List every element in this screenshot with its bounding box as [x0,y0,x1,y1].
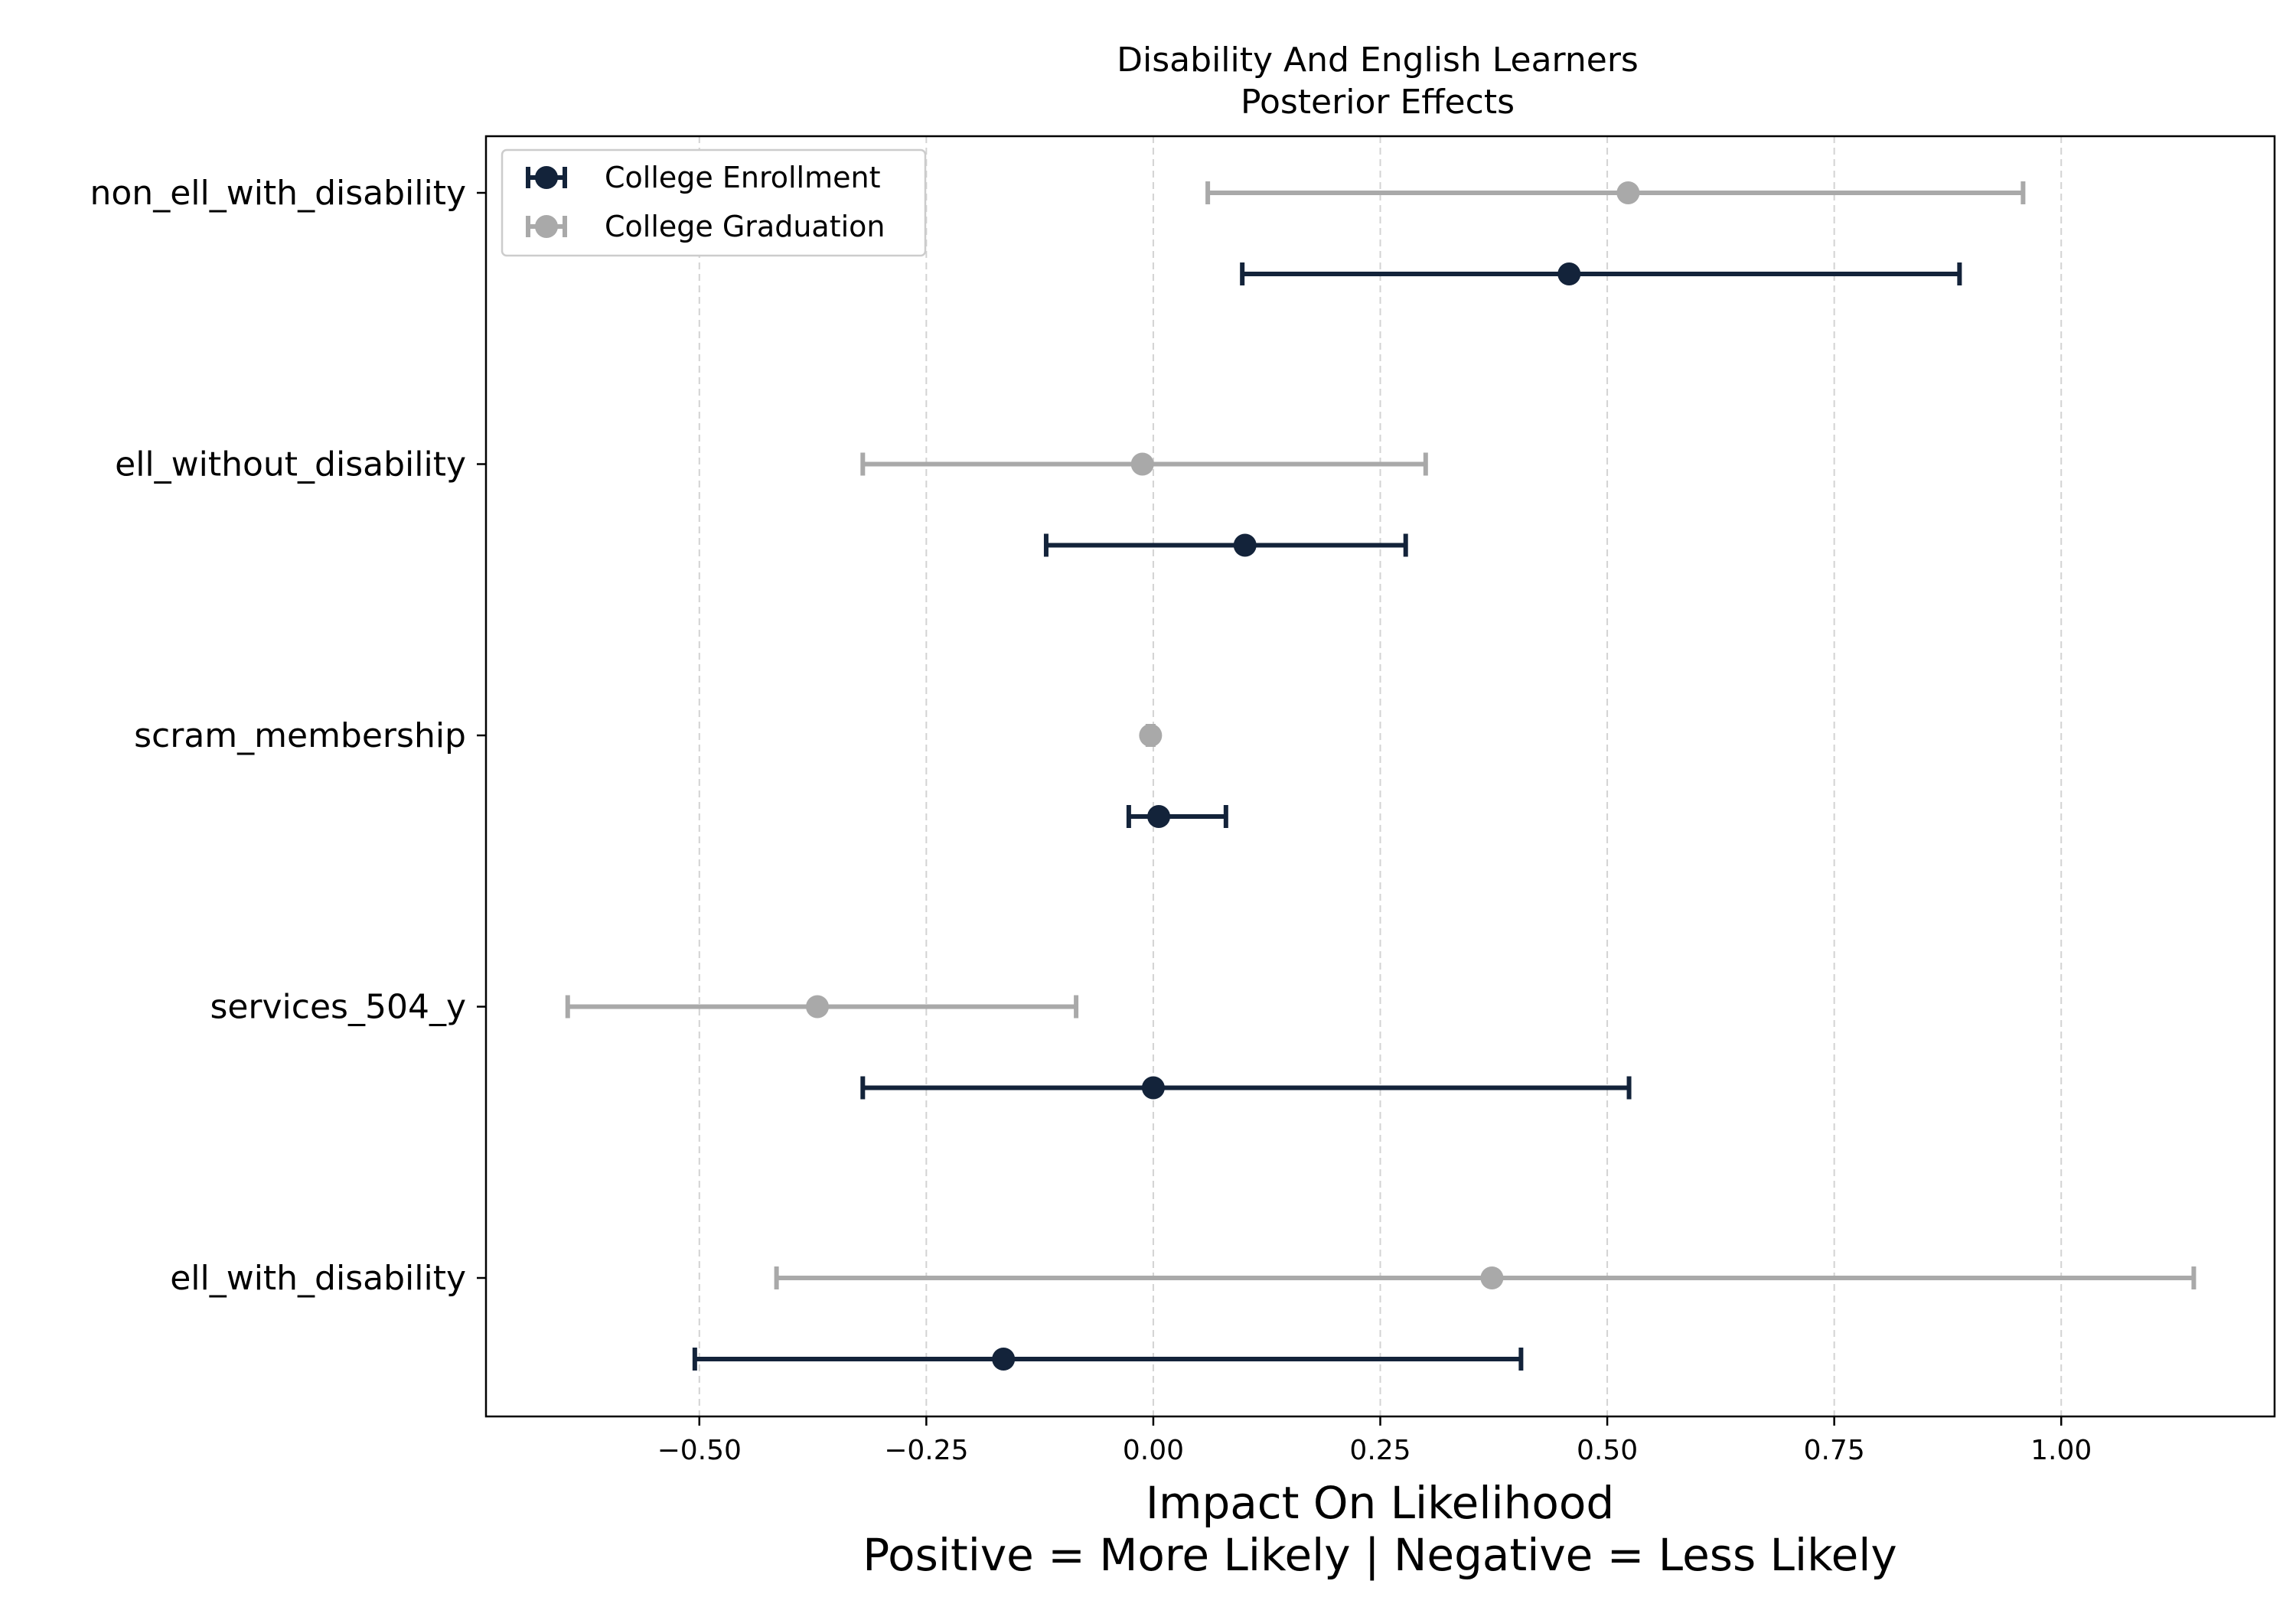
x-axis-label-line-1: Impact On Likelihood [1146,1477,1614,1529]
mean-point [1139,724,1163,747]
x-tick-label: 0.50 [1577,1435,1638,1466]
legend-box [501,148,927,257]
x-axis-label: Impact On Likelihood Positive = More Lik… [863,1477,1896,1581]
y-tick-label: non_ell_with_disability [90,174,467,213]
y-tick-label: services_504_y [210,988,466,1027]
mean-point [1233,533,1257,557]
x-tick-label: 0.00 [1123,1435,1184,1466]
legend-swatch-marker [535,215,558,238]
legend-entry-college-enrollment: College Enrollment [526,161,880,194]
legend-label: College Graduation [605,210,885,243]
mean-point [1141,1076,1165,1100]
mean-point [992,1348,1016,1371]
mean-point [1557,262,1581,285]
x-axis-ticks: −0.50 −0.25 0.00 0.25 0.50 0.75 1.00 [657,1416,2092,1466]
chart-title-line-2: Posterior Effects [1241,83,1515,122]
mean-point [1616,181,1640,204]
legend: College Enrollment College Graduation [501,148,927,257]
mean-point [1130,452,1154,476]
y-tick-label: ell_with_disability [170,1259,466,1298]
series-college-enrollment [692,262,1962,1371]
mean-point [1480,1266,1504,1289]
x-tick-label: −0.50 [657,1435,742,1466]
error-bar-series [565,181,2197,1371]
y-tick-label: scram_membership [134,716,466,755]
x-tick-label: 1.00 [2030,1435,2092,1466]
mean-point [1147,805,1171,828]
chart-title-line-1: Disability And English Learners [1117,41,1639,80]
legend-label: College Enrollment [605,161,880,194]
mean-point [805,995,829,1019]
y-axis-ticks: non_ell_with_disability ell_without_disab… [90,174,486,1298]
x-tick-label: 0.25 [1349,1435,1411,1466]
series-college-graduation [565,181,2197,1289]
legend-entry-college-graduation: College Graduation [526,210,885,243]
legend-swatch-marker [535,166,558,189]
x-axis-label-line-2: Positive = More Likely | Negative = Less… [863,1529,1896,1581]
x-tick-label: 0.75 [1804,1435,1865,1466]
chart-title: Disability And English Learners Posterio… [1117,41,1639,122]
x-gridlines [698,136,2063,1416]
y-tick-label: ell_without_disability [115,445,466,484]
x-tick-label: −0.25 [884,1435,968,1466]
